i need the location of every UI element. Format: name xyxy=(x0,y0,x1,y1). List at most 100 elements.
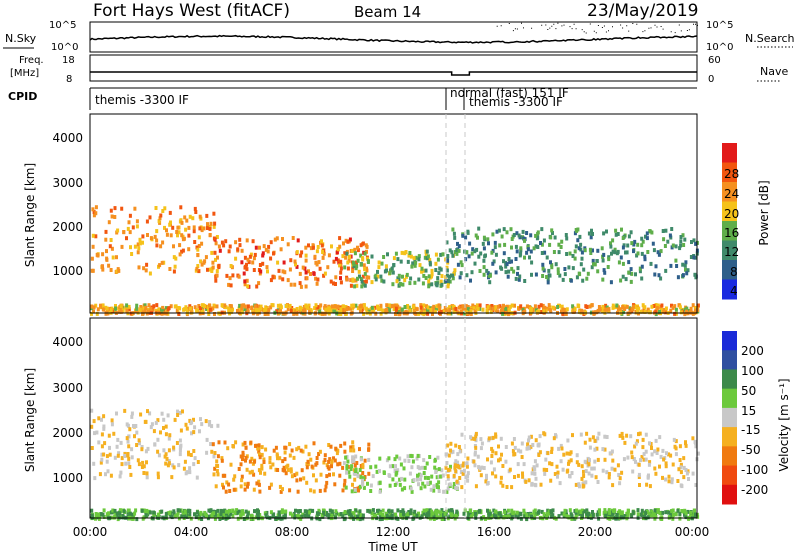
velocity-echo-1779 xyxy=(637,472,641,477)
velocity-echo-1046 xyxy=(401,508,405,513)
power-echo-1257 xyxy=(461,304,465,309)
velocity-echo-275 xyxy=(243,482,247,487)
velocity-echo-1670 xyxy=(568,474,571,478)
velocity-echo-637 xyxy=(514,513,518,518)
velocity-echo-1519 xyxy=(645,482,649,487)
velocity-echo-176 xyxy=(172,465,176,470)
velocity-echo-179 xyxy=(190,420,194,425)
velocity-echo-14 xyxy=(92,461,96,466)
power-echo-1163 xyxy=(459,309,463,314)
power-echo-43 xyxy=(115,255,118,260)
power-echo-513 xyxy=(396,276,400,281)
power-cbar-tick-24: 24 xyxy=(724,187,739,201)
velocity-echo-1600 xyxy=(635,439,639,444)
velocity-echo-53 xyxy=(176,409,179,414)
velocity-echo-257 xyxy=(324,484,328,489)
power-echo-1469 xyxy=(516,266,520,271)
power-echo-1445 xyxy=(586,271,590,276)
velocity-echo-1580 xyxy=(511,449,515,453)
velocity-echo-1154 xyxy=(542,512,546,517)
power-echo-1785 xyxy=(588,247,592,252)
velocity-echo-160 xyxy=(167,461,171,466)
power-echo-209 xyxy=(315,281,319,286)
power-echo-1146 xyxy=(539,310,543,314)
velocity-echo-183 xyxy=(239,484,243,489)
velocity-echo-1731 xyxy=(448,482,452,487)
power-echo-196 xyxy=(322,251,326,256)
velocity-echo-1506 xyxy=(510,441,514,446)
power-echo-1473 xyxy=(596,248,600,253)
velocity-echo-360 xyxy=(215,469,219,473)
power-echo-122 xyxy=(206,226,209,230)
velocity-echo-1111 xyxy=(269,510,273,515)
power-echo-180 xyxy=(321,255,325,260)
power-echo-1187 xyxy=(207,308,211,313)
power-echo-1273 xyxy=(504,306,508,311)
power-echo-1554 xyxy=(635,253,639,258)
power-echo-1354 xyxy=(314,303,318,308)
power-echo-213 xyxy=(220,240,224,245)
power-echo-1161 xyxy=(200,303,204,308)
velocity-echo-1718 xyxy=(569,458,573,463)
power-echo-441 xyxy=(440,282,444,287)
velocity-echo-269 xyxy=(260,463,264,468)
power-echo-1051 xyxy=(435,304,439,309)
power-echo-94 xyxy=(145,219,149,224)
power-echo-1632 xyxy=(589,235,593,240)
power-echo-323 xyxy=(249,252,253,257)
power-echo-1133 xyxy=(95,311,99,316)
velocity-ytick-4000: 4000 xyxy=(52,335,83,349)
velocity-echo-1399 xyxy=(474,511,477,516)
velocity-cbar-tick-neg100: -100 xyxy=(741,463,768,477)
velocity-echo-1341 xyxy=(598,508,601,513)
velocity-echo-329 xyxy=(292,455,296,460)
velocity-echo-552 xyxy=(416,473,419,478)
velocity-echo-1342 xyxy=(693,508,696,513)
velocity-echo-1040 xyxy=(291,513,294,518)
power-echo-168 xyxy=(195,266,199,271)
power-echo-179 xyxy=(181,237,185,242)
power-echo-1731 xyxy=(674,244,678,249)
power-echo-1038 xyxy=(348,306,352,311)
velocity-echo-1774 xyxy=(672,437,676,442)
velocity-echo-505 xyxy=(446,486,450,491)
velocity-echo-1536 xyxy=(531,443,535,447)
power-echo-1325 xyxy=(220,303,224,308)
power-echo-1603 xyxy=(686,268,690,273)
velocity-echo-235 xyxy=(283,450,287,455)
power-echo-1560 xyxy=(649,261,653,266)
power-echo-105 xyxy=(191,216,195,221)
power-echo-1268 xyxy=(469,312,473,316)
velocity-echo-1271 xyxy=(607,508,611,513)
power-echo-82 xyxy=(101,267,105,272)
velocity-echo-70 xyxy=(172,445,176,450)
velocity-echo-1608 xyxy=(530,471,534,476)
power-echo-1726 xyxy=(626,243,630,248)
power-echo-157 xyxy=(204,255,208,260)
velocity-echo-1634 xyxy=(678,444,682,449)
velocity-echo-789 xyxy=(118,508,122,513)
velocity-echo-410 xyxy=(437,489,441,493)
power-echo-526 xyxy=(351,260,355,265)
velocity-echo-1420 xyxy=(213,516,217,521)
power-echo-379 xyxy=(271,275,275,280)
velocity-cbar-swatch-3 xyxy=(722,388,737,409)
velocity-echo-276 xyxy=(289,467,293,472)
power-echo-1520 xyxy=(669,263,673,268)
power-echo-199 xyxy=(266,249,270,254)
velocity-echo-1767 xyxy=(585,431,589,436)
velocity-echo-1302 xyxy=(438,515,442,520)
power-echo-1457 xyxy=(640,243,644,248)
power-echo-256 xyxy=(304,253,308,258)
velocity-echo-881 xyxy=(358,509,362,514)
power-echo-352 xyxy=(332,281,335,286)
power-echo-1769 xyxy=(507,257,511,261)
velocity-echo-554 xyxy=(387,456,391,461)
velocity-echo-1326 xyxy=(278,513,282,518)
velocity-echo-1619 xyxy=(682,465,686,470)
velocity-echo-1368 xyxy=(235,510,239,515)
velocity-echo-395 xyxy=(268,485,272,490)
velocity-echo-31 xyxy=(133,434,136,439)
power-echo-1339 xyxy=(580,308,583,313)
